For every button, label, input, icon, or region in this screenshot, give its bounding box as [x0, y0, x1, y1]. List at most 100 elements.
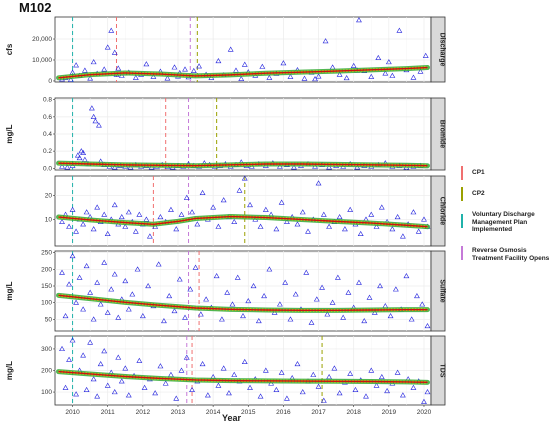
facet-label: Chloride: [439, 197, 446, 225]
data-point: [194, 221, 201, 227]
data-point: [368, 211, 375, 217]
data-point: [384, 387, 390, 394]
data-point: [80, 352, 87, 358]
data-point: [352, 386, 359, 393]
data-point: [87, 289, 94, 295]
data-point: [368, 367, 375, 373]
data-point: [155, 261, 162, 267]
facet-strip: [430, 175, 446, 247]
data-point: [87, 75, 94, 81]
data-point: [320, 211, 327, 217]
data-point: [196, 63, 202, 69]
data-point: [136, 211, 143, 217]
data-point: [368, 73, 375, 79]
data-point: [132, 74, 139, 80]
data-point: [343, 75, 350, 81]
data-point: [410, 74, 417, 80]
x-tick-label: 2013: [171, 409, 186, 416]
x-tick-label: 2016: [276, 409, 291, 416]
y-axis-title: mg/L: [5, 124, 14, 143]
data-point: [111, 49, 118, 55]
data-point: [134, 266, 141, 272]
facet-strip: [430, 250, 446, 332]
data-point: [150, 73, 157, 79]
data-point: [108, 27, 115, 33]
data-point: [62, 312, 69, 319]
data-point: [262, 206, 269, 212]
trend-line: [58, 294, 428, 312]
data-point: [394, 214, 401, 220]
data-point: [356, 17, 362, 23]
data-point: [122, 223, 129, 229]
data-point: [69, 337, 76, 343]
data-point: [313, 296, 320, 302]
data-point: [261, 292, 268, 299]
y-tick-label: 10,000: [32, 57, 52, 64]
data-point: [157, 214, 164, 220]
data-point: [90, 376, 97, 382]
data-point: [273, 226, 280, 232]
data-point: [210, 204, 217, 210]
data-point: [403, 272, 410, 279]
data-point: [373, 382, 380, 388]
facet-label: Sulfate: [439, 279, 446, 302]
y-tick-label: 100: [41, 300, 52, 307]
data-point: [240, 312, 246, 319]
data-point: [125, 392, 132, 398]
data-point: [132, 228, 139, 234]
data-point: [111, 389, 118, 395]
data-point: [203, 296, 210, 302]
data-point: [250, 282, 257, 289]
data-point: [238, 75, 245, 81]
y-axis-title: cfs: [5, 43, 14, 55]
facet-label: Bromide: [439, 120, 446, 149]
data-point: [152, 390, 159, 396]
y-tick-label: 250: [41, 250, 52, 257]
data-point: [373, 223, 380, 229]
data-point: [315, 180, 322, 186]
data-point: [241, 175, 248, 181]
data-point: [282, 279, 289, 285]
data-point: [76, 274, 83, 280]
data-point: [111, 201, 118, 208]
data-point: [146, 233, 153, 239]
data-point: [66, 356, 72, 362]
data-point: [336, 214, 343, 220]
panel-background: [54, 175, 432, 247]
data-point: [64, 164, 71, 170]
data-point: [227, 46, 234, 52]
data-point: [73, 391, 80, 397]
x-tick-label: 2011: [101, 409, 115, 416]
data-point: [356, 279, 362, 285]
data-point: [81, 67, 88, 73]
facet-label: Discharge: [439, 33, 446, 67]
data-point: [319, 284, 325, 290]
data-point: [347, 370, 354, 376]
data-point: [257, 393, 264, 399]
data-point: [118, 378, 125, 384]
data-point: [67, 76, 74, 82]
data-point: [139, 312, 146, 319]
data-point: [145, 282, 152, 289]
y-axis-title: mg/L: [5, 281, 14, 300]
data-point: [190, 67, 197, 73]
data-point: [115, 314, 122, 320]
data-point: [231, 371, 238, 377]
data-point: [164, 75, 171, 81]
data-point: [104, 309, 111, 315]
data-point: [385, 59, 392, 65]
data-point: [122, 277, 129, 284]
panel-chloride: 10 20 Chloride: [45, 175, 446, 247]
y-tick-label: 10: [45, 216, 53, 223]
data-point: [382, 70, 389, 76]
data-point: [421, 216, 427, 222]
data-point: [215, 223, 222, 229]
facet-label: TDS: [439, 364, 446, 378]
legend-label-discharge-plan: Voluntary Discharge Management Plan Impl…: [472, 211, 535, 233]
data-point: [410, 384, 417, 390]
legend-swatch-cp1: [461, 166, 463, 180]
data-point: [424, 322, 431, 329]
data-point: [322, 38, 329, 44]
data-point: [336, 71, 343, 77]
